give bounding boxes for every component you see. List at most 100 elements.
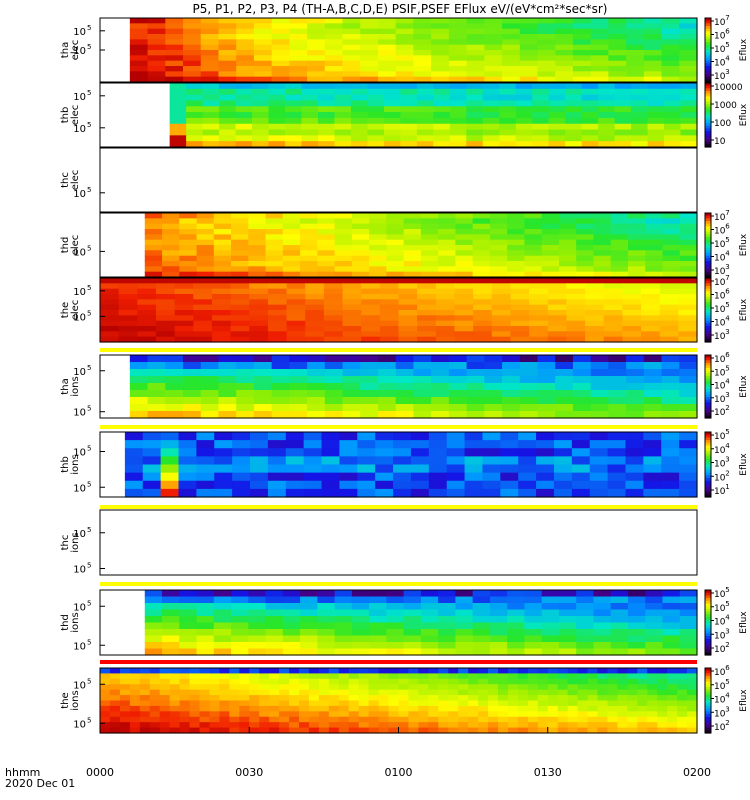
heatmap-cell [438,648,456,656]
heatmap-cell [377,50,397,56]
heatmap-cell [455,261,474,267]
heatmap-cell [537,66,556,72]
colorbar-tick-label: 10 [714,382,726,392]
heatmap-cell [129,23,149,30]
heatmap-cell [269,689,280,696]
heatmap-cell [400,141,418,148]
heatmap-cell [179,229,198,235]
heatmap-cell [300,635,318,643]
heatmap-cell [627,716,638,723]
heatmap-cell [249,727,260,734]
heatmap-cell [334,100,352,107]
heatmap-cell [566,288,586,295]
heatmap-cell [607,700,618,707]
heatmap-cell [230,288,250,295]
heatmap-cell [478,684,489,691]
heatmap-cell [303,440,323,449]
colorbar-step [705,296,711,300]
heatmap-cell [269,722,280,729]
heatmap-cell [265,629,284,637]
heatmap-cell [248,234,267,241]
heatmap-cell [386,642,405,650]
heatmap-cell [553,432,573,441]
heatmap-cell [147,376,166,384]
heatmap-cell [510,283,530,290]
heatmap-cell [617,727,628,734]
heatmap-cell [625,448,644,457]
heatmap-cell [186,100,204,107]
heatmap-cell [159,673,171,680]
heatmap-cell [218,76,237,83]
heatmap-cell [193,278,213,284]
heatmap-cell [661,397,680,405]
heatmap-cell [218,355,237,363]
heatmap-cell [253,71,273,78]
heatmap-cell [607,673,618,680]
heatmap-cell [179,668,191,675]
heatmap-cell [162,213,180,219]
heatmap-cell [491,310,512,316]
heatmap-cell [321,448,341,457]
heatmap-cell [377,23,397,30]
heatmap-cell [299,700,310,707]
heatmap-cell [324,390,344,398]
heatmap-cell [410,472,430,482]
heatmap-cell [367,135,385,142]
heatmap-cell [435,283,456,290]
heatmap-cell [410,456,430,466]
heatmap-cell [413,39,432,46]
heatmap-cell [488,689,499,696]
heatmap-cell [590,55,609,62]
heatmap-cell [219,112,237,119]
heatmap-cell [334,141,352,148]
heatmap-cell [271,28,290,35]
heatmap-cell [647,106,665,113]
heatmap-cell [555,23,574,30]
heatmap-cell [119,678,131,685]
heatmap-cell [400,112,418,119]
heatmap-cell [438,705,449,712]
heatmap-cell [607,705,618,712]
heatmap-cell [303,472,323,482]
heatmap-cell [377,28,397,35]
heatmap-cell [317,255,336,262]
heatmap-cell [524,266,543,273]
heatmap-cell [179,616,198,624]
heatmap-cell [369,234,387,241]
heatmap-cell [610,642,629,650]
heatmap-cell [626,55,645,62]
heatmap-cell [466,135,484,142]
colorbar-tick-label: 10 [714,460,726,470]
heatmap-cell [631,94,649,102]
heatmap-cell [581,117,599,125]
heatmap-cell [200,383,220,391]
heatmap-cell [488,716,499,723]
heatmap-cell [607,432,627,441]
heatmap-cell [403,245,422,251]
heatmap-cell [458,716,469,723]
heatmap-cell [532,106,550,113]
heatmap-cell [572,397,592,405]
heatmap-cell [159,716,171,723]
heatmap-cell [647,135,665,142]
heatmap-cell [678,336,698,343]
heatmap-cell [139,668,151,675]
heatmap-cell [159,722,171,729]
heatmap-cell [155,299,176,306]
heatmap-cell [395,376,415,384]
heatmap-cell [572,39,592,46]
heatmap-cell [259,700,270,707]
heatmap-cell [449,117,467,125]
heatmap-cell [420,261,439,267]
heatmap-cell [144,635,163,643]
heatmap-cell [200,376,220,384]
heatmap-cell [339,448,358,457]
heatmap-cell [581,135,599,142]
heatmap-cell [625,480,644,490]
heatmap-cell [410,480,430,490]
heatmap-cell [455,223,474,230]
heatmap-cell [417,283,437,290]
colorbar-frame [704,589,712,656]
heatmap-cell [433,123,451,131]
heatmap-cell [581,106,599,113]
